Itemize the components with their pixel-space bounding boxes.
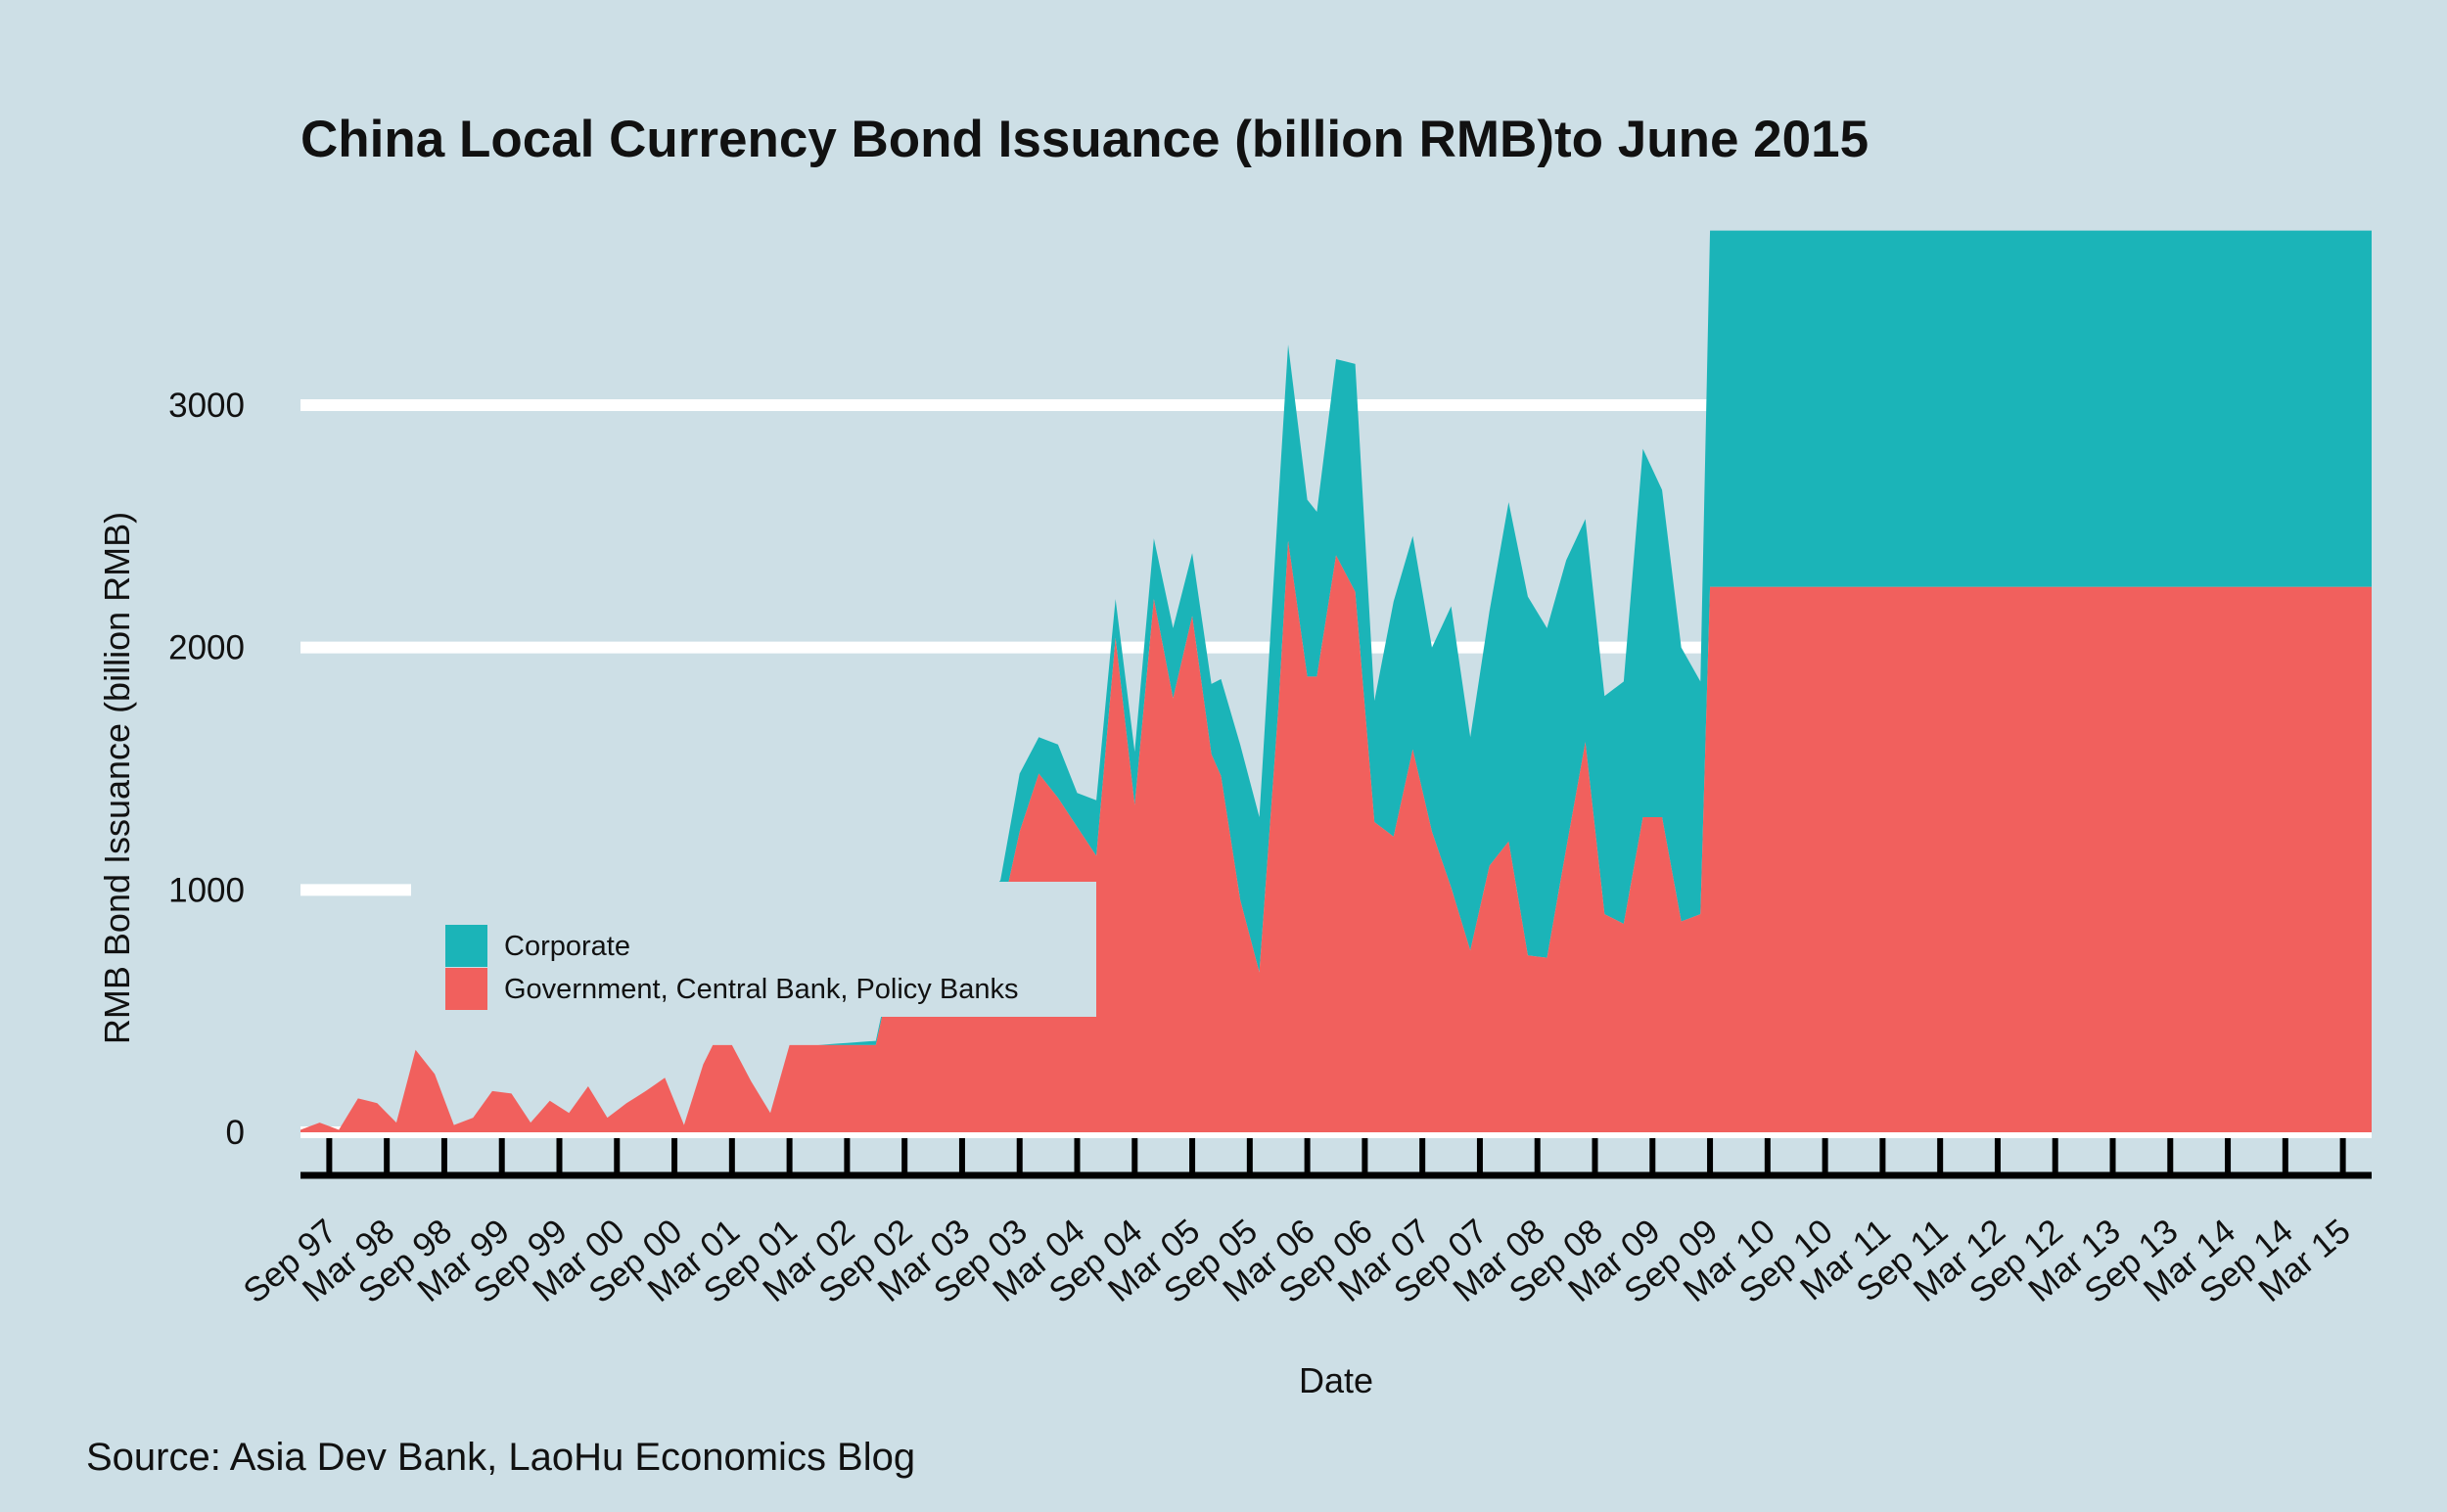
y-tick-label: 1000: [168, 871, 245, 909]
area-series: [300, 230, 2372, 1132]
legend: Corporate Government, Central Bank, Polic…: [411, 882, 1096, 1017]
series-area-corporate: [300, 230, 2372, 1130]
y-tick-label: 3000: [168, 387, 245, 425]
legend-swatch: [445, 925, 487, 967]
legend-label: Corporate: [504, 931, 630, 962]
source-note: Source: Asia Dev Bank, LaoHu Economics B…: [86, 1436, 915, 1479]
x-axis: [300, 1138, 2372, 1179]
y-tick-label: 0: [226, 1114, 245, 1152]
legend-label: Government, Central Bank, Policy Banks: [504, 974, 1018, 1005]
series-area-government-central-bank-policy-banks: [300, 540, 2372, 1132]
y-tick-label: 2000: [168, 629, 245, 667]
y-axis-label: RMB Bond Issuance (billion RMB): [97, 512, 137, 1044]
x-axis-label: Date: [1299, 1360, 1373, 1400]
y-axis: 0 1000 2000 3000: [168, 387, 245, 1152]
legend-swatch: [445, 968, 487, 1010]
legend-background: [411, 882, 1096, 1017]
chart-title: China Local Currency Bond Issuance (bill…: [300, 111, 1869, 168]
